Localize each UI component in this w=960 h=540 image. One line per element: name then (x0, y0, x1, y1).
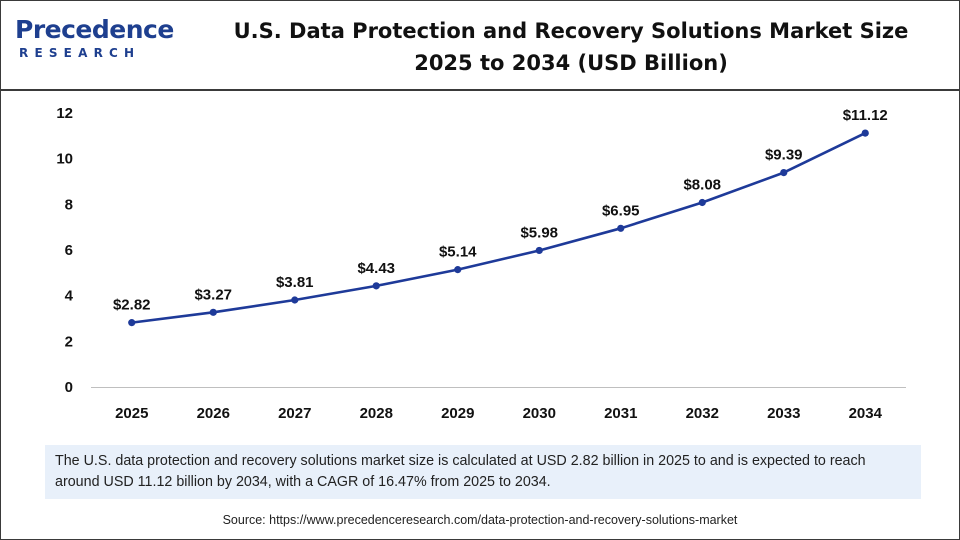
data-point (698, 198, 706, 207)
x-tick-label: 2025 (115, 405, 148, 422)
data-point (780, 168, 788, 177)
y-tick-label: 6 (65, 242, 73, 259)
data-point (209, 308, 217, 316)
data-point (291, 296, 299, 304)
data-label: $3.27 (194, 286, 232, 303)
series-line (131, 131, 866, 324)
x-tick-label: 2034 (849, 405, 883, 422)
logo-subtitle: RESEARCH (19, 46, 141, 60)
x-tick-label: 2029 (441, 405, 474, 422)
data-label: $11.12 (843, 107, 888, 124)
line-chart: 0 2 4 6 8 10 12 2025 2026 2027 2028 2029 2030 2031 203… (56, 105, 906, 422)
y-tick-label: 2 (65, 333, 73, 350)
data-point (128, 319, 136, 327)
y-tick-label: 0 (65, 379, 73, 396)
x-tick-label: 2030 (523, 405, 556, 422)
y-tick-label: 4 (65, 288, 74, 305)
data-point (617, 224, 625, 232)
data-point (861, 129, 869, 137)
header: Precedence RESEARCH U.S. Data Protection… (1, 1, 959, 91)
x-tick-label: 2032 (686, 405, 719, 422)
y-tick-label: 8 (65, 196, 73, 213)
x-tick-label: 2027 (278, 405, 311, 422)
source-citation: Source: https://www.precedenceresearch.c… (222, 513, 738, 527)
data-label: $4.43 (357, 260, 395, 277)
data-label: $6.95 (602, 202, 640, 219)
chart-title: U.S. Data Protection and Recovery Soluti… (191, 15, 951, 79)
y-tick-label: 12 (56, 105, 73, 122)
summary-box: The U.S. data protection and recovery so… (45, 445, 921, 499)
data-point (454, 266, 462, 274)
data-point (535, 246, 543, 255)
brand-logo: Precedence RESEARCH (15, 15, 174, 65)
data-label: $8.08 (683, 177, 721, 194)
x-tick-label: 2031 (604, 405, 637, 422)
data-label: $3.81 (276, 274, 314, 291)
data-point (372, 282, 380, 290)
chart-title-line-1: U.S. Data Protection and Recovery Soluti… (233, 19, 909, 43)
x-tick-label: 2033 (767, 405, 800, 422)
data-label: $5.14 (439, 244, 477, 261)
x-tick-label: 2028 (360, 405, 393, 422)
x-tick-label: 2026 (197, 405, 230, 422)
y-tick-label: 10 (56, 151, 73, 168)
data-label: $9.39 (765, 147, 803, 164)
chart-title-line-2: 2025 to 2034 (USD Billion) (414, 51, 728, 75)
data-label: $5.98 (520, 224, 558, 241)
logo-wordmark: Precedence (15, 15, 174, 44)
data-label: $2.82 (113, 297, 151, 314)
